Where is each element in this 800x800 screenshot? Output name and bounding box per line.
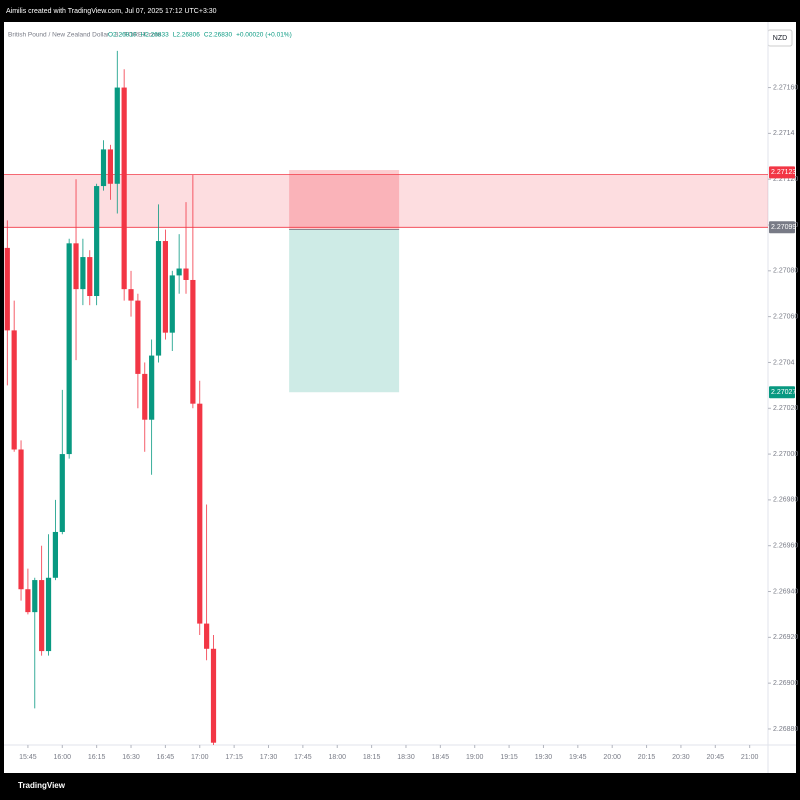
zone bbox=[4, 174, 768, 228]
credit: Aimilis created with TradingView.com, Ju… bbox=[6, 8, 217, 15]
candle-body bbox=[45, 577, 52, 652]
target-box bbox=[289, 229, 400, 393]
candle-body bbox=[107, 149, 113, 184]
candle-body bbox=[135, 300, 141, 374]
candle-body bbox=[59, 454, 65, 532]
x-tick-label: 21:00 bbox=[741, 754, 759, 761]
candle-body bbox=[66, 243, 72, 455]
candle-body bbox=[142, 373, 148, 420]
x-tick-label: 16:15 bbox=[88, 754, 106, 761]
candle-body bbox=[4, 247, 10, 331]
candle-body bbox=[52, 531, 59, 578]
y-tick-label: 2.26940 bbox=[773, 588, 798, 595]
ohlc-value: O2.26810 bbox=[108, 32, 137, 39]
candle-body bbox=[169, 275, 175, 333]
ohlc-value: L2.26806 bbox=[173, 32, 200, 39]
candle-body bbox=[100, 149, 107, 187]
y-tick-label: 2.27120 bbox=[773, 176, 798, 183]
symbol: British Pound / New Zealand Dollar · 3 ·… bbox=[8, 32, 161, 39]
plot bbox=[4, 50, 768, 745]
x-tick-label: 20:15 bbox=[638, 754, 656, 761]
y-tick-label: 2.27020 bbox=[773, 405, 798, 412]
y-tick-label: 2.2714 bbox=[773, 130, 795, 137]
x-tick-label: 17:45 bbox=[294, 754, 312, 761]
brand: TradingView bbox=[18, 781, 66, 790]
candle-body bbox=[32, 580, 38, 613]
candle-body bbox=[87, 257, 93, 297]
y-tick-label: 2.27080 bbox=[773, 268, 798, 275]
candle-body bbox=[11, 330, 17, 450]
x-tick-label: 16:30 bbox=[122, 754, 140, 761]
candle-body bbox=[114, 87, 120, 184]
chart-panel bbox=[4, 22, 796, 773]
candle-body bbox=[80, 257, 86, 290]
axes: 2.271602.27142.271202.271002.270802.2706… bbox=[19, 84, 798, 760]
y-tick-label: 2.26880 bbox=[773, 726, 798, 733]
y-tick-label: 2.26980 bbox=[773, 497, 798, 504]
candle-body bbox=[162, 241, 168, 333]
currency: NZD bbox=[773, 35, 787, 42]
candle-body bbox=[210, 648, 217, 743]
y-tick-label: 2.2704 bbox=[773, 359, 795, 366]
x-tick-label: 18:00 bbox=[328, 754, 346, 761]
price-label-bg bbox=[769, 386, 795, 399]
candle-body bbox=[128, 289, 134, 301]
candle-body bbox=[204, 623, 210, 649]
ohlc-legend: O2.26810 H2.26833 L2.26806 C2.26830 +0.00020… bbox=[108, 32, 292, 39]
candle-body bbox=[183, 268, 189, 280]
price-label: 2.27027 bbox=[771, 389, 796, 396]
candle-body bbox=[176, 268, 182, 276]
x-tick-label: 20:45 bbox=[707, 754, 725, 761]
stop-box bbox=[289, 170, 400, 230]
candle-body bbox=[39, 580, 45, 652]
candle-body bbox=[94, 186, 100, 297]
candle-body bbox=[121, 87, 127, 290]
price-label-bg bbox=[769, 221, 795, 234]
x-tick-label: 17:00 bbox=[191, 754, 209, 761]
candle-body bbox=[149, 355, 155, 420]
x-tick-label: 18:45 bbox=[432, 754, 450, 761]
price-label: 2.27123 bbox=[771, 169, 796, 176]
candle-body bbox=[197, 403, 203, 624]
candle-body bbox=[155, 241, 162, 356]
y-tick-label: 2.26960 bbox=[773, 543, 798, 550]
candle-body bbox=[25, 589, 31, 613]
price-label: 2.27099 bbox=[771, 224, 796, 231]
candle-body bbox=[73, 243, 79, 290]
ohlc-value: H2.26833 bbox=[141, 32, 170, 39]
x-tick-label: 16:00 bbox=[54, 754, 72, 761]
y-tick-label: 2.27160 bbox=[773, 84, 798, 91]
y-tick-label: 2.26920 bbox=[773, 634, 798, 641]
x-tick-label: 19:30 bbox=[535, 754, 553, 761]
x-tick-label: 20:30 bbox=[672, 754, 690, 761]
ohlc-value: +0.00020 (+0.01%) bbox=[236, 32, 292, 39]
candle-body bbox=[190, 279, 196, 404]
x-tick-label: 20:00 bbox=[603, 754, 621, 761]
x-tick-label: 16:45 bbox=[157, 754, 175, 761]
x-tick-label: 19:15 bbox=[500, 754, 518, 761]
x-tick-label: 19:45 bbox=[569, 754, 587, 761]
x-tick-label: 18:30 bbox=[397, 754, 415, 761]
price-label-bg bbox=[769, 166, 795, 179]
x-tick-label: 17:30 bbox=[260, 754, 278, 761]
x-tick-label: 18:15 bbox=[363, 754, 381, 761]
y-tick-label: 2.27000 bbox=[773, 451, 798, 458]
x-tick-label: 15:45 bbox=[19, 754, 37, 761]
ohlc-value: C2.26830 bbox=[204, 32, 233, 39]
y-tick-label: 2.26900 bbox=[773, 680, 798, 687]
candle-body bbox=[18, 449, 24, 590]
x-tick-label: 19:00 bbox=[466, 754, 484, 761]
x-tick-label: 17:15 bbox=[225, 754, 243, 761]
y-tick-label: 2.27060 bbox=[773, 313, 798, 320]
